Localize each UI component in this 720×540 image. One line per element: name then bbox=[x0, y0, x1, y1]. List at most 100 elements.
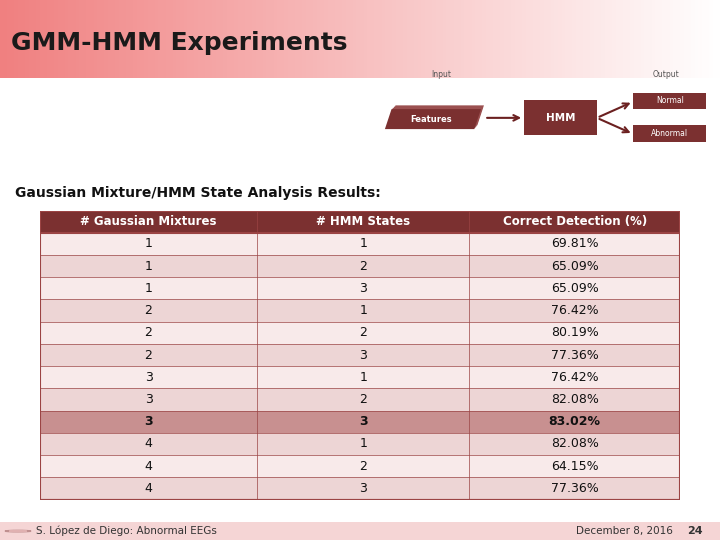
Text: 1: 1 bbox=[145, 238, 153, 251]
Bar bbox=[115, 0, 119, 78]
Bar bbox=[695, 0, 698, 78]
Bar bbox=[126, 0, 130, 78]
Bar bbox=[716, 0, 720, 78]
Bar bbox=[133, 0, 137, 78]
Text: # HMM States: # HMM States bbox=[316, 215, 410, 228]
Text: 76.42%: 76.42% bbox=[551, 304, 598, 317]
Bar bbox=[684, 0, 688, 78]
Bar bbox=[446, 0, 450, 78]
Text: 3: 3 bbox=[144, 415, 153, 428]
Bar bbox=[475, 0, 479, 78]
Bar bbox=[641, 0, 644, 78]
Bar bbox=[680, 0, 684, 78]
Bar bbox=[270, 0, 274, 78]
Bar bbox=[504, 0, 508, 78]
Text: HMM: HMM bbox=[546, 113, 575, 123]
Bar bbox=[540, 0, 544, 78]
Bar bbox=[713, 0, 716, 78]
Bar bbox=[284, 0, 288, 78]
Bar bbox=[666, 0, 670, 78]
Bar bbox=[428, 0, 432, 78]
Bar bbox=[670, 0, 673, 78]
Bar bbox=[198, 0, 202, 78]
Bar bbox=[97, 0, 101, 78]
Bar bbox=[706, 0, 709, 78]
Text: GMM-HMM Experiments: GMM-HMM Experiments bbox=[11, 31, 347, 55]
Bar bbox=[616, 0, 619, 78]
Polygon shape bbox=[387, 106, 483, 126]
Text: 1: 1 bbox=[145, 282, 153, 295]
Bar bbox=[288, 0, 292, 78]
Bar bbox=[328, 0, 331, 78]
Bar bbox=[486, 0, 490, 78]
Bar bbox=[101, 0, 104, 78]
Bar bbox=[634, 125, 706, 141]
Bar bbox=[40, 433, 680, 455]
Bar bbox=[212, 0, 216, 78]
Bar bbox=[414, 0, 418, 78]
Bar bbox=[673, 0, 677, 78]
Bar bbox=[40, 255, 680, 277]
Bar bbox=[40, 388, 680, 410]
Bar bbox=[511, 0, 515, 78]
Polygon shape bbox=[386, 108, 482, 128]
Bar bbox=[598, 0, 601, 78]
Text: 64.15%: 64.15% bbox=[551, 460, 598, 472]
Bar bbox=[256, 0, 259, 78]
Text: Gaussian Mixture/HMM State Analysis Results:: Gaussian Mixture/HMM State Analysis Resu… bbox=[15, 186, 381, 200]
Text: 65.09%: 65.09% bbox=[551, 282, 598, 295]
Bar bbox=[587, 0, 590, 78]
Bar bbox=[374, 0, 378, 78]
Bar bbox=[151, 0, 155, 78]
Bar bbox=[295, 0, 299, 78]
Bar bbox=[40, 477, 680, 500]
Bar bbox=[634, 0, 637, 78]
Bar bbox=[349, 0, 353, 78]
Bar bbox=[47, 0, 50, 78]
Bar bbox=[306, 0, 310, 78]
Bar bbox=[18, 0, 22, 78]
Bar bbox=[0, 0, 4, 78]
Bar bbox=[11, 0, 14, 78]
Bar bbox=[382, 0, 385, 78]
Bar bbox=[187, 0, 191, 78]
Text: 2: 2 bbox=[145, 326, 153, 339]
Bar bbox=[86, 0, 90, 78]
Text: Abnormal: Abnormal bbox=[651, 129, 688, 138]
Bar bbox=[40, 277, 680, 300]
Bar bbox=[396, 0, 400, 78]
Bar bbox=[25, 0, 29, 78]
Bar bbox=[40, 0, 43, 78]
Bar bbox=[266, 0, 270, 78]
Bar bbox=[130, 0, 133, 78]
Bar bbox=[371, 0, 374, 78]
Bar bbox=[565, 0, 569, 78]
Bar bbox=[403, 0, 407, 78]
Bar bbox=[169, 0, 173, 78]
Bar bbox=[439, 0, 443, 78]
Bar bbox=[36, 0, 40, 78]
Text: 3: 3 bbox=[359, 415, 367, 428]
Bar bbox=[299, 0, 302, 78]
Bar bbox=[184, 0, 187, 78]
Bar bbox=[583, 0, 587, 78]
Bar bbox=[32, 0, 36, 78]
Bar bbox=[634, 93, 706, 109]
Bar bbox=[443, 0, 446, 78]
Bar bbox=[72, 0, 76, 78]
Bar bbox=[40, 300, 680, 322]
Bar bbox=[454, 0, 457, 78]
Bar bbox=[310, 0, 313, 78]
Text: 2: 2 bbox=[359, 260, 367, 273]
Bar bbox=[259, 0, 263, 78]
Bar bbox=[709, 0, 713, 78]
Bar bbox=[392, 0, 396, 78]
Bar bbox=[400, 0, 403, 78]
Bar bbox=[353, 0, 356, 78]
Text: 69.81%: 69.81% bbox=[551, 238, 598, 251]
Text: Input: Input bbox=[431, 70, 451, 79]
Text: 3: 3 bbox=[359, 282, 367, 295]
Text: 3: 3 bbox=[359, 482, 367, 495]
Bar bbox=[644, 0, 648, 78]
Bar bbox=[572, 0, 576, 78]
